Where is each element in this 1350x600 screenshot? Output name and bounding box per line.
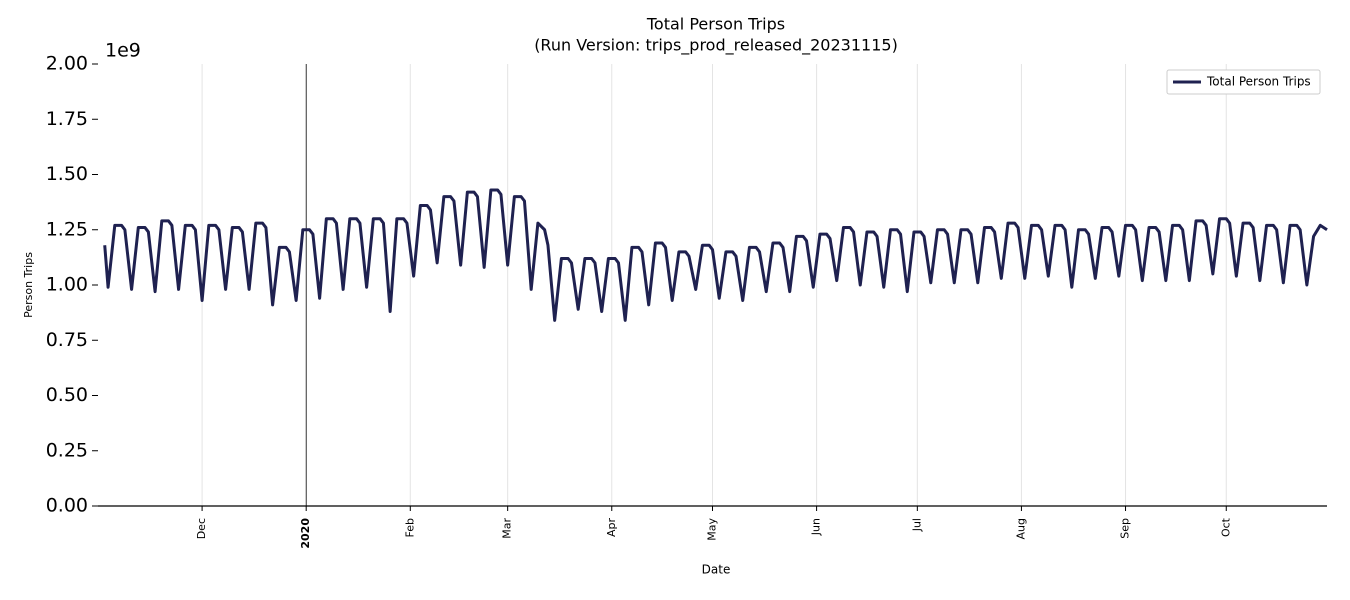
x-tick-label: Aug (1014, 518, 1027, 539)
x-tick-label: May (706, 518, 719, 541)
x-axis-label: Date (702, 563, 731, 577)
x-tick-label: Jul (910, 518, 923, 532)
y-tick-label: 1.75 (46, 108, 88, 130)
y-tick-label: 1.50 (46, 163, 88, 185)
x-tick-label: Dec (195, 518, 208, 539)
x-tick-label: 2020 (299, 518, 312, 549)
x-tick-label: Feb (403, 518, 416, 537)
chart-title: Total Person Trips (646, 15, 785, 34)
y-tick-label: 0.25 (46, 439, 88, 461)
y-tick-label: 0.00 (46, 495, 88, 517)
y-tick-label: 0.75 (46, 329, 88, 351)
x-tick-label: Mar (501, 518, 514, 539)
y-tick-label: 2.00 (46, 53, 88, 75)
y-axis-label: Person Trips (22, 252, 35, 318)
x-tick-label: Sep (1119, 518, 1132, 539)
y-tick-label: 1.00 (46, 274, 88, 296)
x-tick-label: Jun (810, 518, 823, 536)
x-tick-label: Oct (1219, 517, 1232, 537)
legend-label: Total Person Trips (1206, 75, 1311, 89)
y-tick-label: 1.25 (46, 218, 88, 240)
chart-subtitle: (Run Version: trips_prod_released_202311… (534, 36, 898, 56)
legend-box (1166, 69, 1321, 95)
x-tick-label: Apr (605, 518, 618, 538)
y-tick-label: 0.50 (46, 384, 88, 406)
data-line (103, 188, 1328, 322)
y-offset-label: 1e9 (105, 40, 141, 62)
